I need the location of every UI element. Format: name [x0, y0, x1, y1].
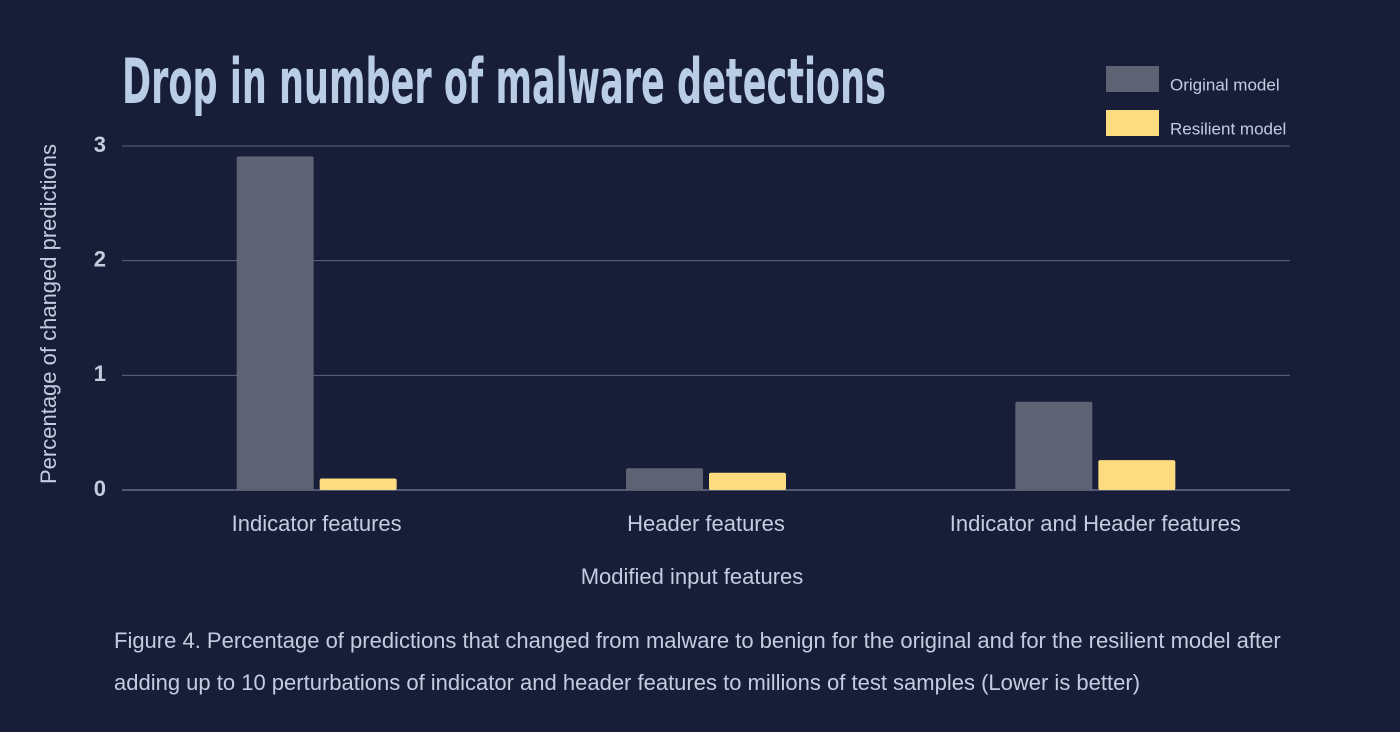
x-tick-label: Header features	[627, 511, 785, 536]
bar	[319, 478, 397, 490]
x-tick-label: Indicator features	[232, 511, 402, 536]
y-axis-label: Percentage of changed predictions	[36, 144, 61, 484]
bar	[1098, 460, 1176, 490]
bar	[626, 468, 703, 490]
chart-title: Drop in number of malware detections	[122, 45, 886, 118]
y-tick-label: 3	[94, 132, 106, 157]
bar	[236, 156, 314, 490]
y-tick-label: 1	[94, 361, 106, 386]
legend-swatch	[1106, 66, 1159, 92]
legend-label: Original model	[1170, 75, 1280, 94]
x-axis-label: Modified input features	[581, 564, 804, 589]
y-tick-label: 0	[94, 476, 106, 501]
legend-swatch	[1106, 110, 1159, 136]
y-tick-label: 2	[94, 246, 106, 271]
legend-label: Resilient model	[1170, 119, 1286, 138]
chart: Drop in number of malware detections Mod…	[36, 45, 1290, 589]
caption: Figure 4. Percentage of predictions that…	[114, 628, 1281, 695]
x-tick-label: Indicator and Header features	[950, 511, 1241, 536]
bar	[709, 472, 786, 490]
bar	[1015, 401, 1093, 490]
